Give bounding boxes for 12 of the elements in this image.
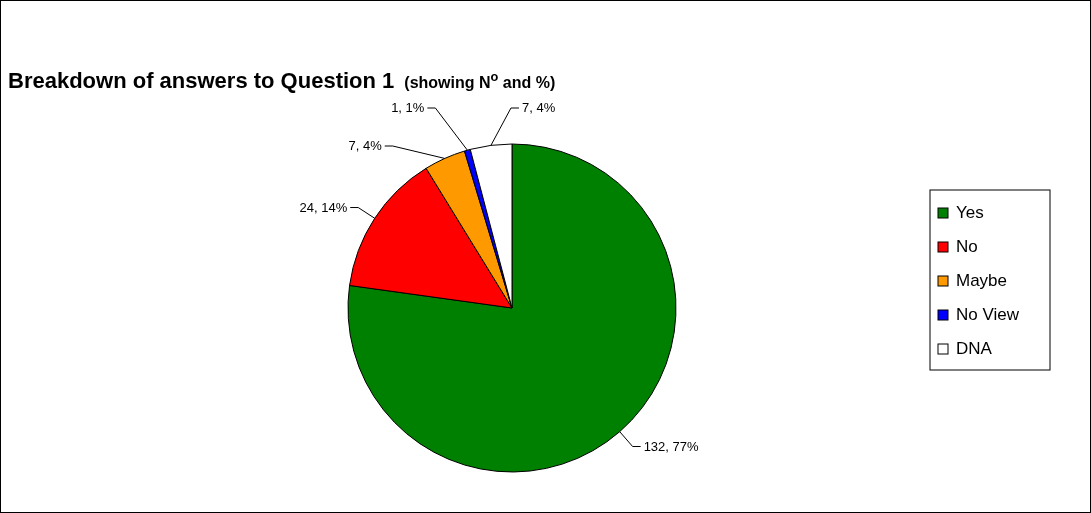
legend-label: No [956,237,978,256]
data-label: 7, 4% [348,138,383,153]
data-label: 132, 77% [643,438,700,454]
legend-label: DNA [956,339,993,358]
chart-subtitle: (showing N$^{o}$ and %) [404,68,556,91]
data-label: 7, 4% [521,100,556,115]
data-label: 1, 1% [391,100,425,115]
legend-label: Yes [956,203,984,222]
data-label: 24, 14% [299,199,348,215]
legend-label: No View [956,305,1020,324]
chart-title: Breakdown of answers to Question 1 [8,68,395,93]
legend-label: Maybe [956,271,1008,290]
